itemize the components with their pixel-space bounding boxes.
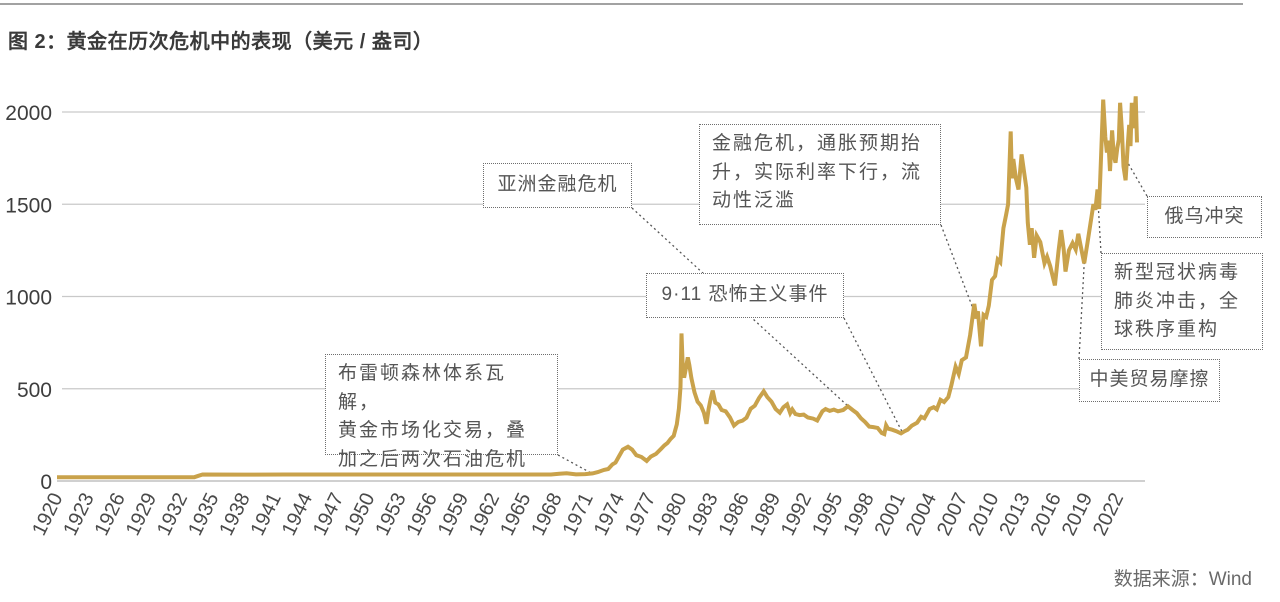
x-axis-label-1935: 1935 [184, 490, 223, 540]
x-axis-label-2001: 2001 [871, 490, 910, 540]
y-axis-label-1000: 1000 [5, 287, 52, 310]
x-axis-label-1995: 1995 [808, 490, 847, 540]
annotation-box-september-11: 9·11 恐怖主义事件 [646, 273, 844, 318]
x-axis-label-1962: 1962 [465, 490, 504, 540]
y-axis-label-0: 0 [40, 471, 52, 494]
x-axis-label-2013: 2013 [995, 490, 1034, 540]
leader-line-september-11 [843, 317, 904, 433]
top-rule [0, 3, 1243, 5]
x-axis-label-2007: 2007 [933, 490, 972, 540]
y-axis-label-2000: 2000 [5, 102, 52, 125]
x-axis-label-1923: 1923 [59, 490, 98, 540]
leader-line-bretton-woods [557, 454, 591, 474]
x-axis-label-1980: 1980 [652, 490, 691, 540]
x-axis-label-2016: 2016 [1027, 490, 1066, 540]
x-axis-label-1953: 1953 [371, 490, 410, 540]
x-axis-label-1938: 1938 [215, 490, 254, 540]
x-axis-label-1998: 1998 [839, 490, 878, 540]
x-axis-label-1986: 1986 [715, 490, 754, 540]
leader-line-global-financial-crisis [940, 224, 978, 319]
x-axis-label-1974: 1974 [590, 490, 629, 540]
leader-line-us-china-trade-friction [1078, 263, 1085, 360]
x-axis-label-2022: 2022 [1089, 490, 1128, 540]
x-axis-label-1941: 1941 [247, 490, 286, 540]
x-axis-label-2010: 2010 [964, 490, 1003, 540]
x-axis-label-1950: 1950 [340, 490, 379, 540]
x-axis-label-1992: 1992 [777, 490, 816, 540]
x-axis-label-1920: 1920 [28, 490, 67, 540]
annotation-box-russia-ukraine-conflict: 俄乌冲突 [1147, 196, 1262, 238]
x-axis-label-1944: 1944 [278, 490, 317, 540]
x-axis-label-1989: 1989 [746, 490, 785, 540]
annotation-box-covid-19: 新型冠状病毒 肺炎冲击，全 球秩序重构 [1101, 253, 1263, 350]
x-axis-label-1968: 1968 [527, 490, 566, 540]
y-axis-label-500: 500 [17, 379, 52, 402]
x-axis-label-1977: 1977 [621, 490, 660, 540]
annotation-box-us-china-trade-friction: 中美贸易摩擦 [1079, 359, 1220, 402]
x-axis-label-1956: 1956 [403, 490, 442, 540]
y-axis-label-1500: 1500 [5, 194, 52, 217]
annotation-box-global-financial-crisis: 金融危机，通胀预期抬 升，实际利率下行，流 动性泛滥 [699, 124, 941, 225]
x-axis-label-1983: 1983 [683, 490, 722, 540]
x-axis-label-1929: 1929 [122, 490, 161, 540]
source-credit: 数据来源：Wind [1113, 569, 1252, 590]
gold-price-line [57, 96, 1139, 480]
figure-title: 图 2：黄金在历次危机中的表现（美元 / 盎司） [8, 31, 434, 53]
x-axis-label-2004: 2004 [902, 490, 941, 540]
x-axis-label-1965: 1965 [496, 490, 535, 540]
annotation-box-bretton-woods: 布雷顿森林体系瓦解， 黄金市场化交易，叠 加之后两次石油危机 [325, 354, 558, 470]
x-axis-label-1947: 1947 [309, 490, 348, 540]
x-axis-label-1926: 1926 [91, 490, 130, 540]
annotation-box-asian-financial-crisis: 亚洲金融危机 [483, 163, 632, 208]
x-axis-label-1932: 1932 [153, 490, 192, 540]
x-axis-label-2019: 2019 [1058, 490, 1097, 540]
x-axis-label-1971: 1971 [559, 490, 598, 540]
x-axis-label-1959: 1959 [434, 490, 473, 540]
